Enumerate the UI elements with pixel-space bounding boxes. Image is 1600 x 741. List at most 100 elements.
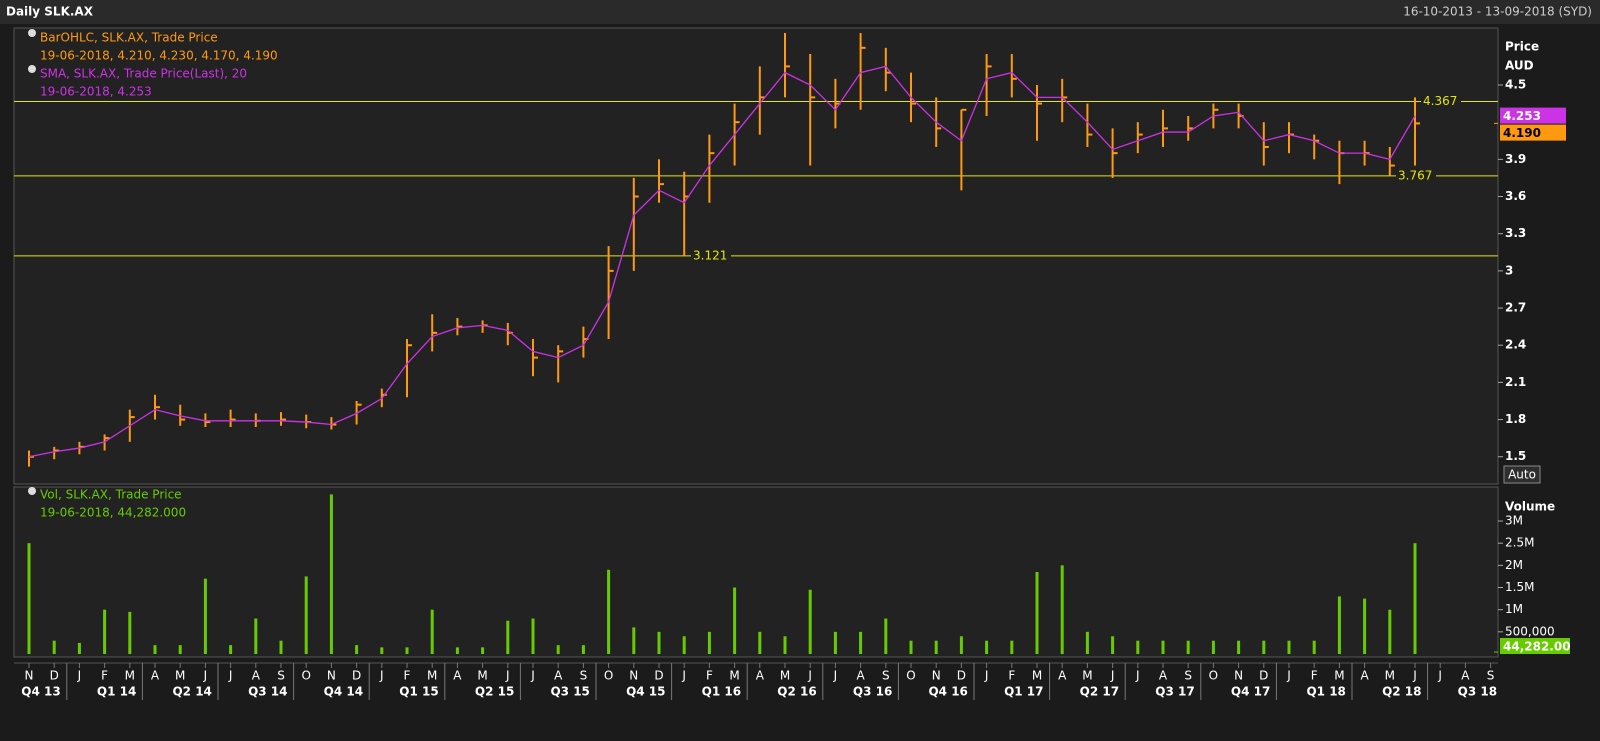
x-tick-label: D [1259,669,1268,683]
volume-bar [229,645,233,654]
volume-bar [707,631,711,654]
legend-icon[interactable] [28,487,36,495]
x-tick-label: M [1032,669,1042,683]
x-tick-label: F [1008,669,1015,683]
x-tick-label: S [580,669,588,683]
price-axis-title: Price [1505,40,1539,54]
y-tick-label: 500,000 [1505,624,1555,638]
volume-bar [27,543,31,654]
quarter-label: Q3 14 [248,685,287,699]
x-tick-label: A [151,669,160,683]
title-bar [0,0,1600,24]
quarter-label: Q3 15 [550,685,589,699]
x-tick-label: M [477,669,487,683]
x-tick-label: A [252,669,261,683]
x-tick-label: J [1286,669,1291,683]
volume-bar [380,647,384,654]
legend-detail: 19-06-2018, 44,282.000 [40,506,186,520]
volume-bar [607,569,611,654]
last-value-box [1500,107,1566,124]
x-tick-label: M [1334,669,1344,683]
volume-bar [1413,543,1417,654]
legend-name: Vol, SLK.AX, Trade Price [40,488,182,502]
volume-bar [1161,640,1165,654]
quarter-label: Q1 18 [1306,685,1345,699]
volume-axis-title: Volume [1505,500,1555,514]
volume-bar [405,647,409,654]
volume-bar [481,647,485,654]
y-tick-label: 3M [1505,514,1523,528]
x-tick-label: J [1135,669,1140,683]
x-tick-label: N [327,669,336,683]
x-tick-label: O [301,669,310,683]
legend-icon[interactable] [28,29,36,37]
legend-detail: 19-06-2018, 4.253 [40,85,152,99]
last-value-box [1500,124,1566,141]
x-tick-label: M [729,669,739,683]
quarter-label: Q2 14 [172,685,211,699]
y-tick-label: 3.6 [1505,189,1526,203]
volume-bar [657,631,661,654]
y-tick-label: 1.5M [1505,580,1534,594]
volume-bar [808,589,812,654]
volume-bar [1186,640,1190,654]
volume-bar [254,618,258,654]
y-tick-label: 3 [1505,263,1513,277]
volume-bar [1211,640,1215,654]
x-tick-label: O [604,669,613,683]
volume-bar [632,627,636,654]
quarter-label: Q2 15 [475,685,514,699]
quarter-label: Q2 17 [1080,685,1119,699]
volume-bar [1237,640,1241,654]
volume-bar [783,636,787,654]
quarter-label: Q2 18 [1382,685,1421,699]
legend-name: BarOHLC, SLK.AX, Trade Price [40,31,218,45]
level-label: 3.767 [1398,168,1432,182]
x-tick-label: M [780,669,790,683]
volume-bar [1337,596,1341,654]
volume-bar [430,609,434,654]
y-tick-label: 2M [1505,558,1523,572]
volume-bar [1262,640,1266,654]
volume-bar [77,642,81,654]
volume-bar [1388,609,1392,654]
volume-bar [1085,631,1089,654]
x-tick-label: J [77,669,82,683]
y-tick-label: 1.5 [1505,449,1526,463]
x-tick-label: J [1412,669,1417,683]
x-tick-label: S [1487,669,1495,683]
quarter-label: Q3 16 [853,685,892,699]
x-tick-label: D [957,669,966,683]
level-label: 3.121 [693,248,727,262]
chart-title: Daily SLK.AX [6,5,94,19]
y-tick-label: 4.5 [1505,78,1526,92]
legend-detail: 19-06-2018, 4.210, 4.230, 4.170, 4.190 [40,49,278,63]
last-value: 4.253 [1503,109,1541,123]
x-tick-label: N [932,669,941,683]
legend-icon[interactable] [28,65,36,73]
volume-bar [682,636,686,654]
volume-bar [884,618,888,654]
y-tick-label: 2.1 [1505,375,1526,389]
x-tick-label: M [427,669,437,683]
last-value: 4.190 [1503,126,1541,140]
y-tick-label: 1M [1505,602,1523,616]
volume-bar [203,578,207,654]
x-tick-label: M [1082,669,1092,683]
quarter-label: Q4 17 [1231,685,1270,699]
volume-bar [128,611,132,654]
volume-bar [153,645,157,654]
date-range: 16-10-2013 - 13-09-2018 (SYD) [1403,5,1592,19]
auto-scale-label[interactable]: Auto [1508,468,1536,482]
quarter-label: Q1 15 [399,685,438,699]
x-tick-label: A [856,669,865,683]
y-tick-label: 2.5M [1505,536,1534,550]
volume-bar [959,636,963,654]
last-value: 44,282.00 [1503,640,1571,654]
volume-bar [355,645,359,654]
level-label-bg [1421,93,1461,110]
auto-scale-button[interactable] [1503,465,1541,484]
x-tick-label: A [453,669,462,683]
x-tick-label: J [505,669,510,683]
x-tick-label: N [25,669,34,683]
